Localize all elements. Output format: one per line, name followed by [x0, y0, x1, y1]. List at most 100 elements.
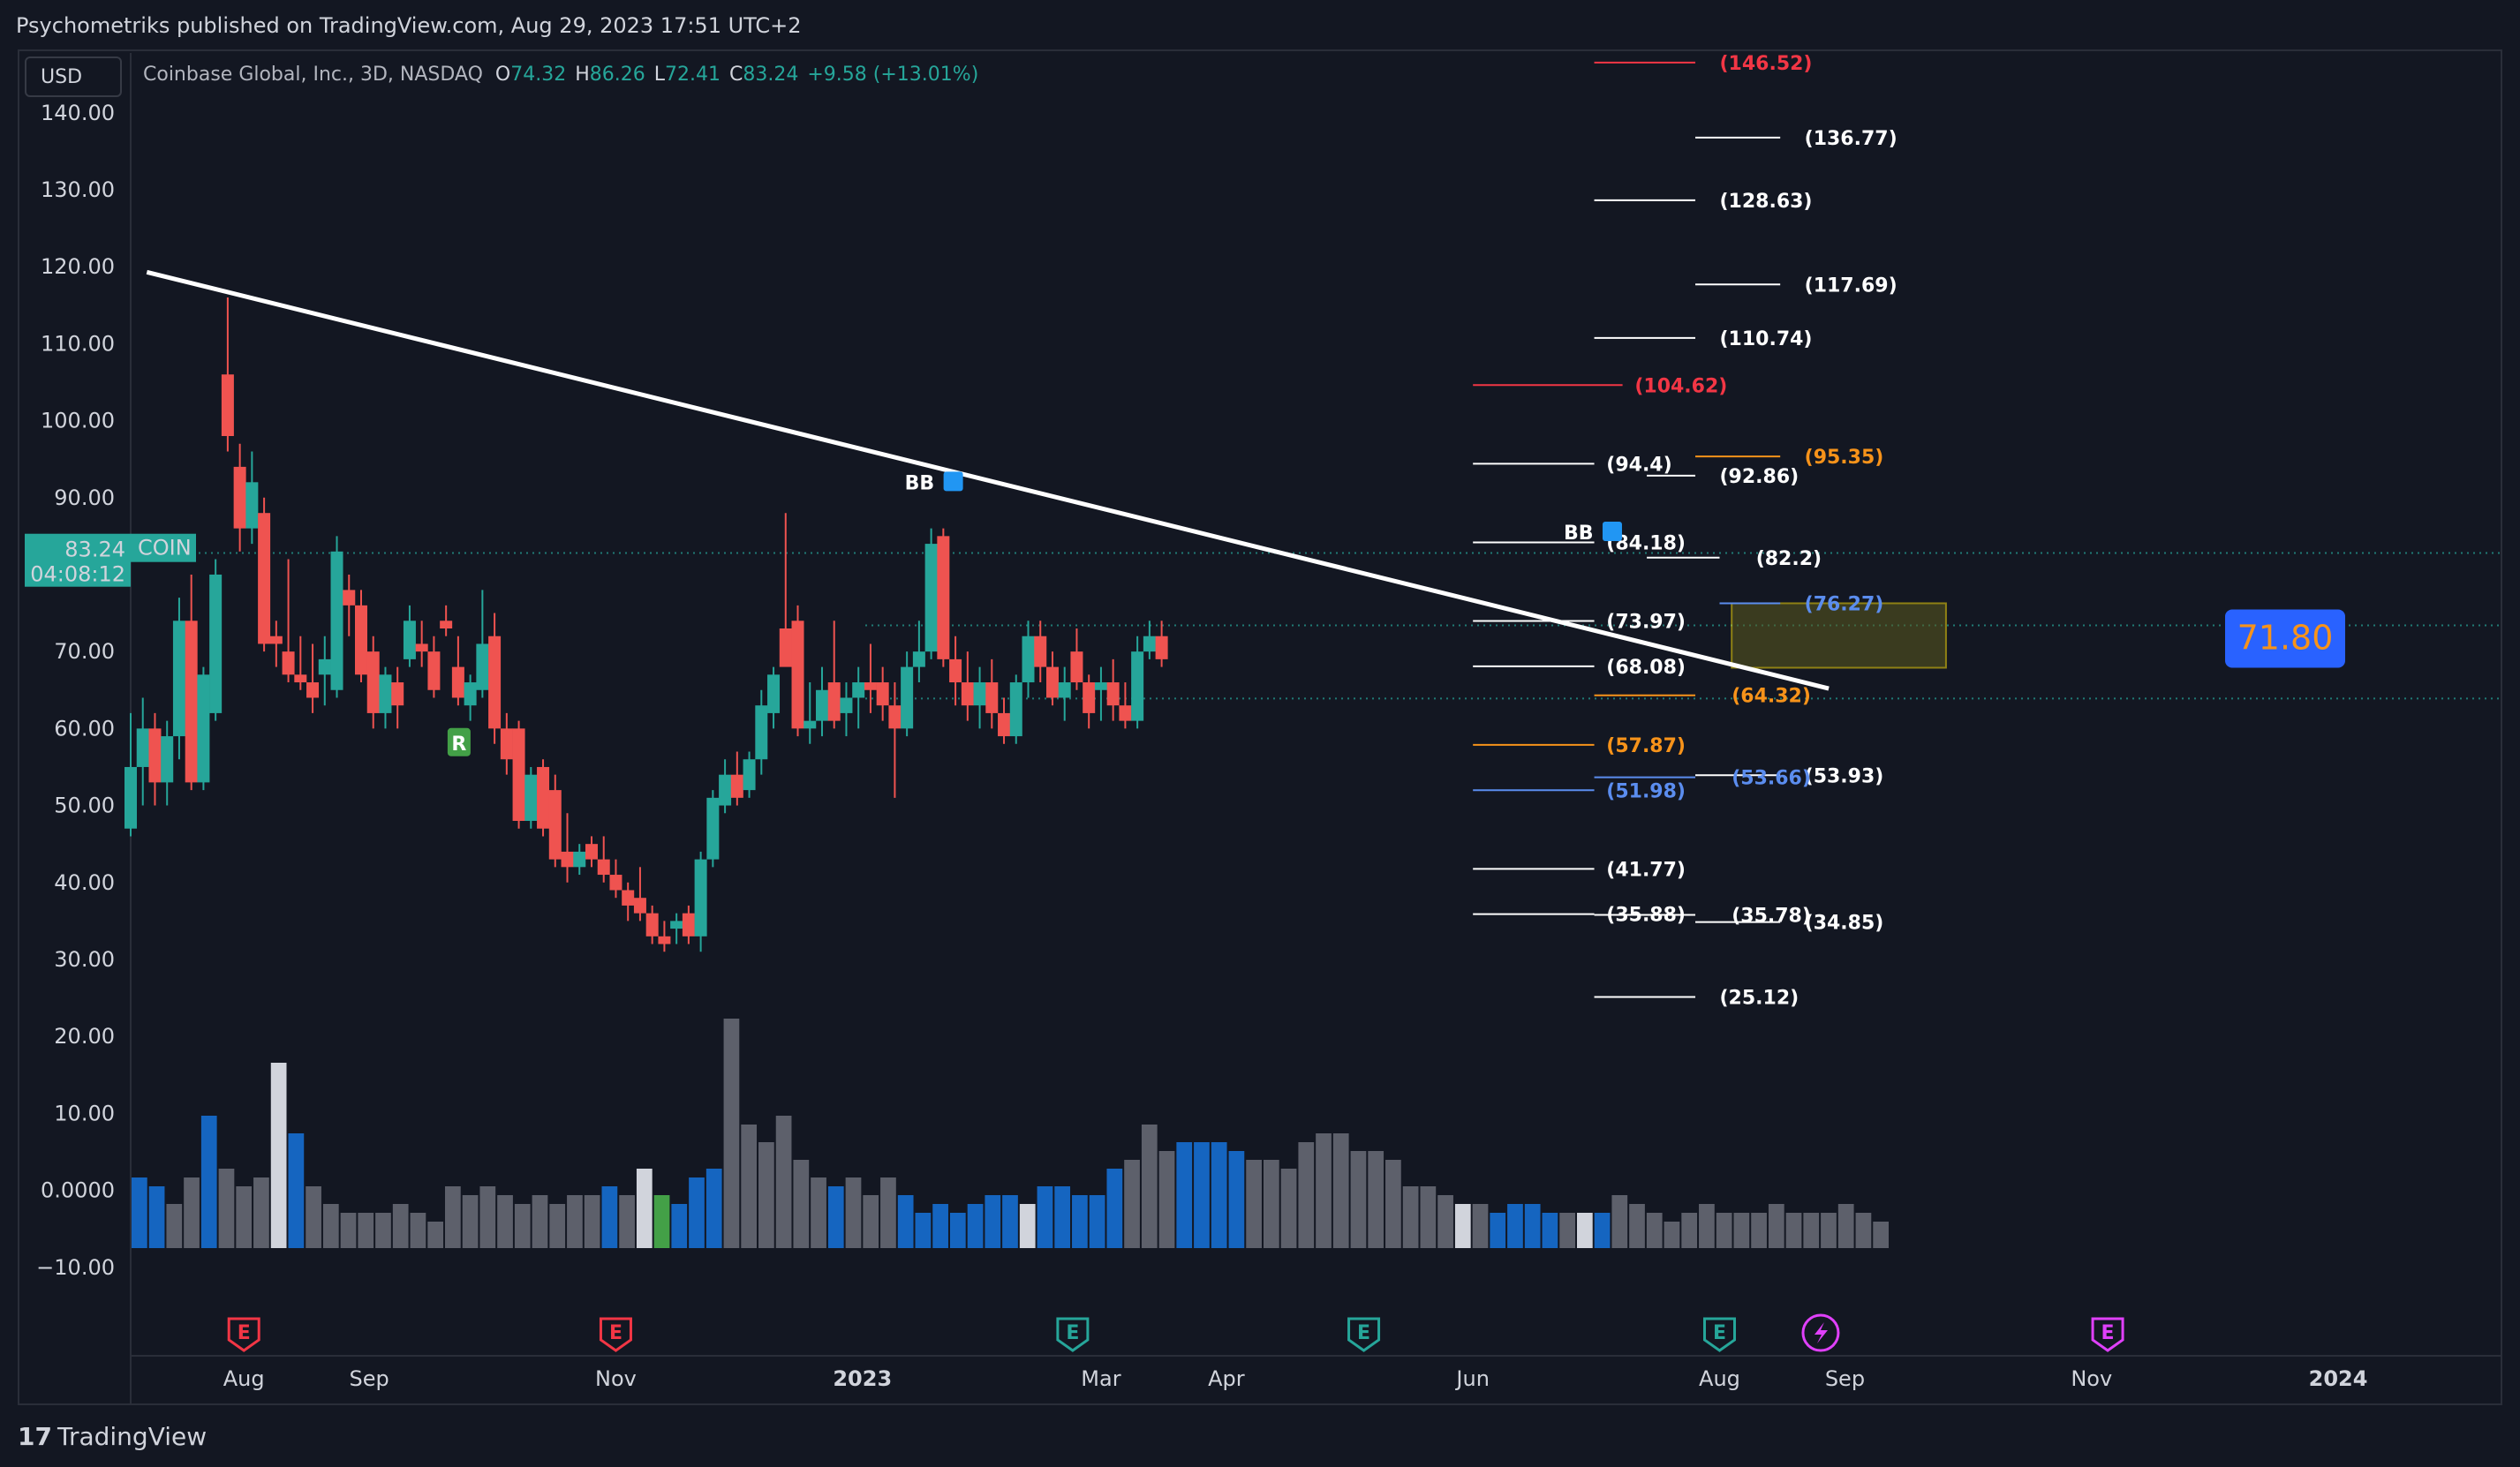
candle-body	[767, 674, 781, 713]
candle-body	[124, 766, 137, 829]
candle-body	[258, 513, 271, 644]
candle-body	[937, 536, 950, 659]
candle-body	[924, 544, 938, 652]
fib-level-label: (136.77)	[1805, 128, 1898, 150]
volume-bar	[1507, 1204, 1523, 1248]
candle-body	[719, 774, 732, 806]
fib-level-label: (92.86)	[1719, 466, 1799, 488]
volume-bar	[741, 1125, 758, 1248]
candle-body	[524, 774, 538, 821]
fib-level-label: (64.32)	[1732, 686, 1811, 708]
volume-bar	[1124, 1160, 1140, 1248]
candle-body	[548, 790, 562, 860]
target-zone	[1731, 602, 1947, 669]
candle-body	[209, 574, 223, 713]
volume-bar	[1873, 1222, 1889, 1248]
candle-body	[148, 728, 162, 783]
earnings-marker-label: E	[238, 1322, 251, 1344]
candle-body	[804, 720, 817, 729]
symbol-name: Coinbase Global, Inc., 3D, NASDAQ	[143, 64, 483, 86]
volume-bar	[1385, 1160, 1401, 1248]
candle-body	[1094, 682, 1107, 690]
candle-body	[1070, 651, 1083, 683]
volume-bar	[1785, 1213, 1802, 1248]
fib-level-label: (128.63)	[1719, 191, 1812, 213]
y-tick-label: 60.00	[54, 716, 115, 741]
volume-bar	[253, 1177, 269, 1248]
candle-body	[500, 728, 513, 760]
fib-level-label: (117.69)	[1805, 275, 1898, 297]
volume-bar	[184, 1177, 200, 1248]
volume-bar	[1019, 1204, 1036, 1248]
tradingview-logo[interactable]: 17 TradingView	[18, 1419, 207, 1455]
volume-bar	[827, 1186, 844, 1248]
candle-body	[233, 466, 246, 529]
volume-bar	[584, 1195, 600, 1248]
brand-label: TradingView	[57, 1422, 207, 1451]
candle-body	[645, 913, 659, 937]
candle-body	[476, 643, 489, 690]
fib-level-label: (35.78)	[1732, 906, 1811, 928]
volume-bar	[462, 1195, 479, 1248]
earnings-marker-label: E	[1066, 1322, 1079, 1344]
volume-bar	[1280, 1169, 1297, 1248]
volume-bar	[567, 1195, 583, 1248]
earnings-marker-icon	[2091, 1317, 2124, 1352]
volume-bar	[200, 1116, 217, 1248]
volume-bar	[306, 1186, 321, 1248]
volume-bar	[340, 1213, 357, 1248]
volume-bar	[1611, 1195, 1628, 1248]
fib-level-label: (34.85)	[1805, 913, 1884, 935]
volume-bar	[532, 1195, 548, 1248]
y-tick-label: 10.00	[54, 1101, 115, 1125]
volume-bar	[410, 1213, 426, 1248]
y-tick-label: 40.00	[54, 870, 115, 895]
candle-body	[1058, 682, 1071, 698]
volume-bar	[705, 1169, 722, 1248]
candle-body	[185, 621, 198, 783]
volume-bar	[1141, 1125, 1158, 1248]
low-value: 72.41	[665, 64, 721, 86]
signal-r-label: R	[451, 734, 466, 756]
volume-bar	[1332, 1133, 1349, 1248]
candle-body	[379, 674, 392, 713]
candle-body	[415, 643, 428, 652]
y-tick-label: 0.0000	[41, 1178, 115, 1203]
x-tick-label: Aug	[1699, 1366, 1740, 1391]
candle-body	[864, 682, 877, 690]
x-tick-label: Nov	[595, 1366, 637, 1391]
x-tick-label: Jun	[1454, 1366, 1490, 1391]
published-line: Psychometriks published on TradingView.c…	[16, 13, 802, 38]
volume-bar	[1089, 1195, 1105, 1248]
volume-bar	[1751, 1213, 1767, 1248]
close-value: 83.24	[743, 64, 799, 86]
cursor-price-tag	[2225, 609, 2345, 668]
bb-arrow-icon	[1602, 522, 1622, 541]
fib-level-label: (68.08)	[1606, 657, 1686, 679]
candle-body	[585, 844, 598, 860]
candle-body	[1009, 682, 1022, 737]
volume-bar	[863, 1195, 879, 1248]
symbol-legend: Coinbase Global, Inc., 3D, NASDAQ O74.32 H…	[143, 60, 987, 90]
candle-body	[840, 697, 853, 713]
volume-bar	[1228, 1151, 1245, 1248]
y-tick-label: 20.00	[54, 1024, 115, 1049]
candle-body	[852, 682, 865, 698]
fib-level-label: (51.98)	[1606, 780, 1686, 802]
volume-bar	[811, 1177, 826, 1248]
earnings-marker-label: E	[1357, 1322, 1370, 1344]
chart-frame	[18, 49, 2502, 1405]
volume-bar	[514, 1204, 531, 1248]
currency-selector[interactable]: USD	[25, 56, 122, 97]
earnings-marker-icon	[227, 1317, 260, 1352]
volume-bar	[1472, 1204, 1489, 1248]
volume-bar	[1646, 1213, 1663, 1248]
volume-bar	[1211, 1142, 1227, 1248]
volume-bar	[775, 1116, 792, 1248]
volume-bar	[1768, 1204, 1784, 1248]
volume-bar	[915, 1213, 932, 1248]
y-tick-label: 90.00	[54, 485, 115, 510]
candle-body	[706, 797, 720, 860]
x-tick-label: Mar	[1081, 1366, 1120, 1391]
